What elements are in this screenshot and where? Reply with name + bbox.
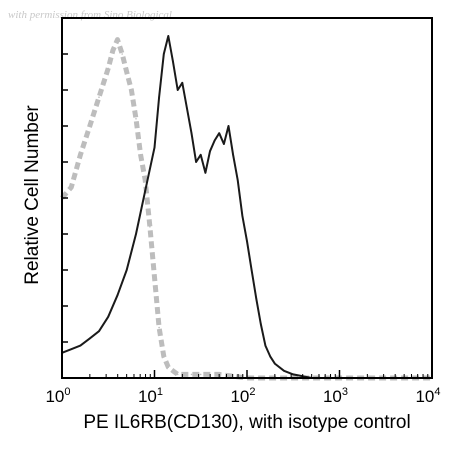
y-axis-ticks xyxy=(62,53,68,343)
series-1-point xyxy=(260,323,262,325)
series-1-point xyxy=(116,294,119,297)
series-0-point xyxy=(163,355,165,358)
series-1-point xyxy=(250,269,253,271)
series-1-point xyxy=(246,240,248,242)
series-0-point xyxy=(190,373,193,376)
series-1-point xyxy=(209,150,211,152)
series-0-point xyxy=(158,326,160,329)
series-1-point xyxy=(274,362,276,365)
x-tick-label: 101 xyxy=(138,386,163,406)
series-1-point xyxy=(213,139,216,142)
x-tick-label: 100 xyxy=(45,386,70,406)
series-0-point xyxy=(107,67,109,70)
series-1-point xyxy=(144,190,146,192)
series-1-point xyxy=(172,60,174,62)
series-1-point xyxy=(232,154,234,156)
series-1-point xyxy=(264,344,267,347)
series-1-point xyxy=(135,233,137,235)
series-1-point xyxy=(98,330,100,333)
series-1-point xyxy=(125,269,128,271)
series-0-point xyxy=(70,186,73,188)
series-0-point xyxy=(121,53,123,55)
series-1-point xyxy=(223,143,225,145)
il6rb-stained-series-line xyxy=(61,35,432,379)
series-0-point xyxy=(125,71,128,73)
series-1-point xyxy=(241,215,244,217)
series-0-point xyxy=(167,366,170,369)
series-1-point xyxy=(190,132,193,134)
series-0-point xyxy=(172,370,174,372)
series-1-point xyxy=(158,96,160,98)
series-0-point xyxy=(98,96,100,98)
series-0-point xyxy=(79,154,82,156)
series-1-point xyxy=(204,172,207,174)
series-1-point xyxy=(176,89,179,91)
series-1-point xyxy=(292,373,295,376)
series-1-point xyxy=(236,179,239,181)
series-1-point xyxy=(218,132,220,134)
series-0-point xyxy=(176,373,179,376)
series-0-point xyxy=(130,89,133,91)
series-0-point xyxy=(89,125,91,127)
x-axis-label: PE IL6RB(CD130), with isotype control xyxy=(83,412,411,433)
series-1-point xyxy=(153,146,156,149)
series-1-point xyxy=(163,53,165,55)
series-1-point xyxy=(70,348,73,351)
isotype-control-series-line xyxy=(60,37,432,381)
series-1-point xyxy=(283,370,285,372)
series-1-point xyxy=(255,298,258,300)
series-1-point xyxy=(89,337,91,340)
x-axis-ticks: 100 101 102 103 104 xyxy=(45,370,441,406)
series-1-point xyxy=(181,82,184,84)
plot-frame xyxy=(61,17,433,379)
series-1-point xyxy=(269,355,272,358)
series-0-point xyxy=(144,179,146,181)
x-tick-label: 103 xyxy=(323,386,348,406)
series-1-point xyxy=(79,344,82,347)
x-tick-label: 102 xyxy=(230,386,255,406)
series-0-point xyxy=(116,38,119,41)
y-axis-label: Relative Cell Number xyxy=(22,105,43,285)
series-0-point xyxy=(139,154,142,156)
series-0-point xyxy=(153,276,156,279)
series-0-point xyxy=(199,373,202,376)
x-tick-label: 104 xyxy=(415,386,440,406)
series-0-point xyxy=(135,118,137,120)
series-0-point xyxy=(149,226,151,228)
series-1-point xyxy=(186,107,188,109)
plot-area xyxy=(60,35,433,381)
series-1-point xyxy=(227,125,230,127)
series-1-point xyxy=(167,35,170,37)
series-0-point xyxy=(112,49,114,52)
series-1-point xyxy=(199,154,202,156)
series-1-point xyxy=(107,316,109,318)
series-1-point xyxy=(195,161,197,163)
